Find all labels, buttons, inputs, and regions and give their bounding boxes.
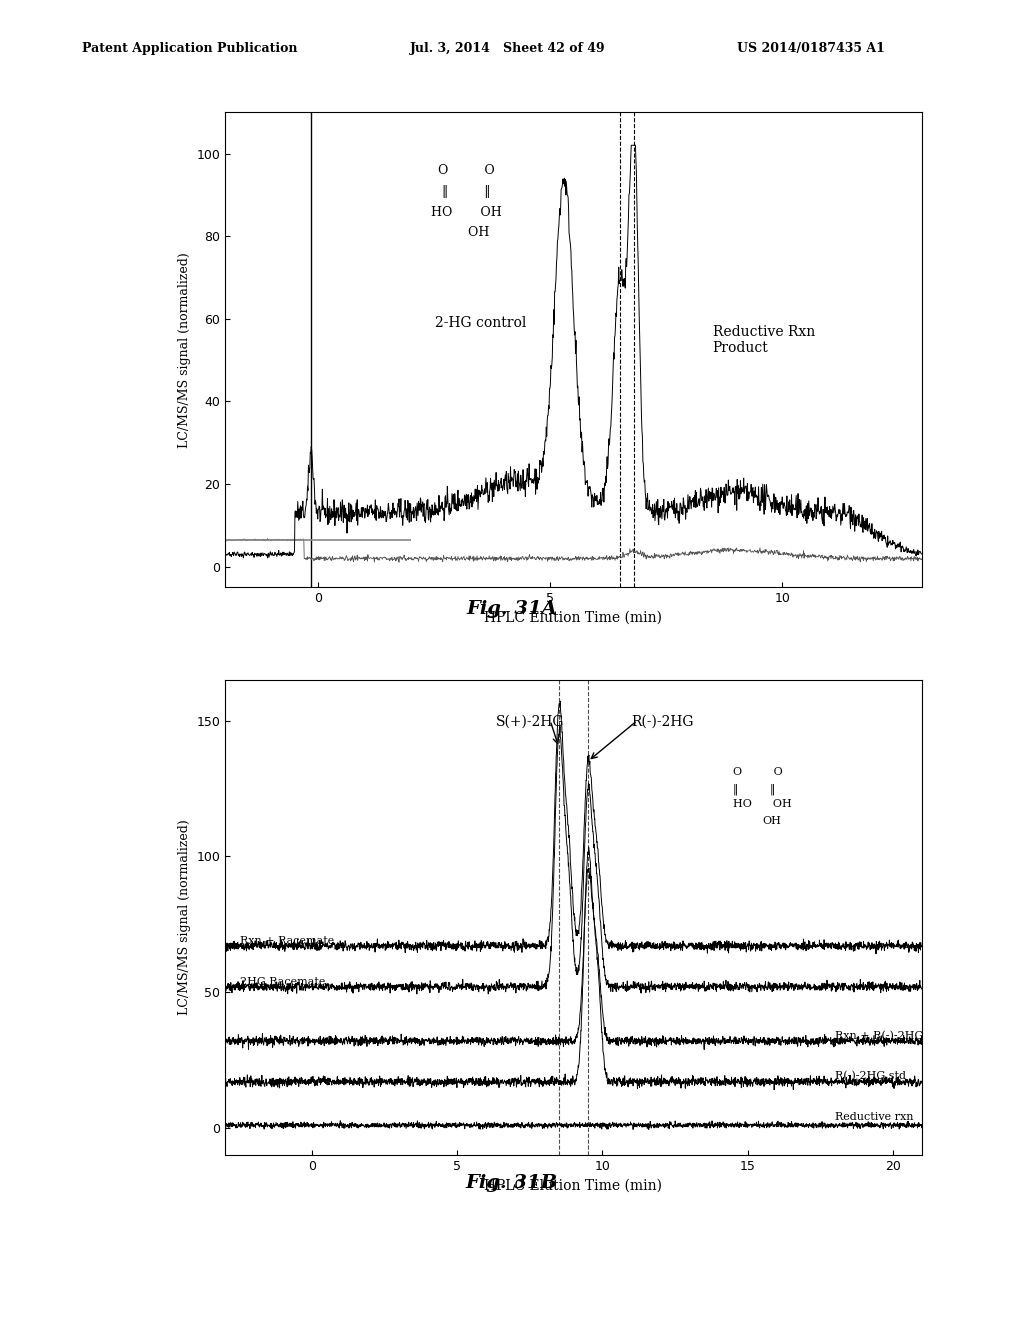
Text: O         O: O O: [733, 767, 782, 777]
Text: HO       OH: HO OH: [431, 206, 502, 219]
X-axis label: HPLC Elution Time (min): HPLC Elution Time (min): [484, 611, 663, 624]
Text: ‖         ‖: ‖ ‖: [733, 783, 775, 795]
Text: HO      OH: HO OH: [733, 800, 792, 809]
Text: Rxn + R(-)-2HG: Rxn + R(-)-2HG: [835, 1031, 923, 1041]
Text: OH: OH: [762, 816, 781, 826]
Text: 2HG Racemate: 2HG Racemate: [240, 977, 326, 986]
Text: R(-)-2HG: R(-)-2HG: [632, 715, 694, 729]
Text: Jul. 3, 2014   Sheet 42 of 49: Jul. 3, 2014 Sheet 42 of 49: [410, 42, 605, 55]
Y-axis label: LC/MS/MS signal (normalized): LC/MS/MS signal (normalized): [178, 820, 191, 1015]
X-axis label: HPLC Elution Time (min): HPLC Elution Time (min): [484, 1179, 663, 1192]
Text: Patent Application Publication: Patent Application Publication: [82, 42, 297, 55]
Text: OH: OH: [444, 226, 489, 239]
Text: Rxn + Racemate: Rxn + Racemate: [240, 936, 334, 946]
Text: O         O: O O: [438, 164, 495, 177]
Text: Reductive Rxn
Product: Reductive Rxn Product: [713, 325, 815, 355]
Text: ‖         ‖: ‖ ‖: [442, 185, 490, 198]
Text: 2-HG control: 2-HG control: [435, 315, 526, 330]
Text: Reductive rxn: Reductive rxn: [835, 1113, 913, 1122]
Text: Fig. 31B: Fig. 31B: [466, 1173, 558, 1192]
Y-axis label: LC/MS/MS signal (normalized): LC/MS/MS signal (normalized): [178, 252, 191, 447]
Text: R(-)-2HG std: R(-)-2HG std: [835, 1072, 905, 1081]
Text: Fig. 31A: Fig. 31A: [467, 599, 557, 618]
Text: US 2014/0187435 A1: US 2014/0187435 A1: [737, 42, 885, 55]
Text: S(+)-2HG: S(+)-2HG: [496, 715, 564, 729]
